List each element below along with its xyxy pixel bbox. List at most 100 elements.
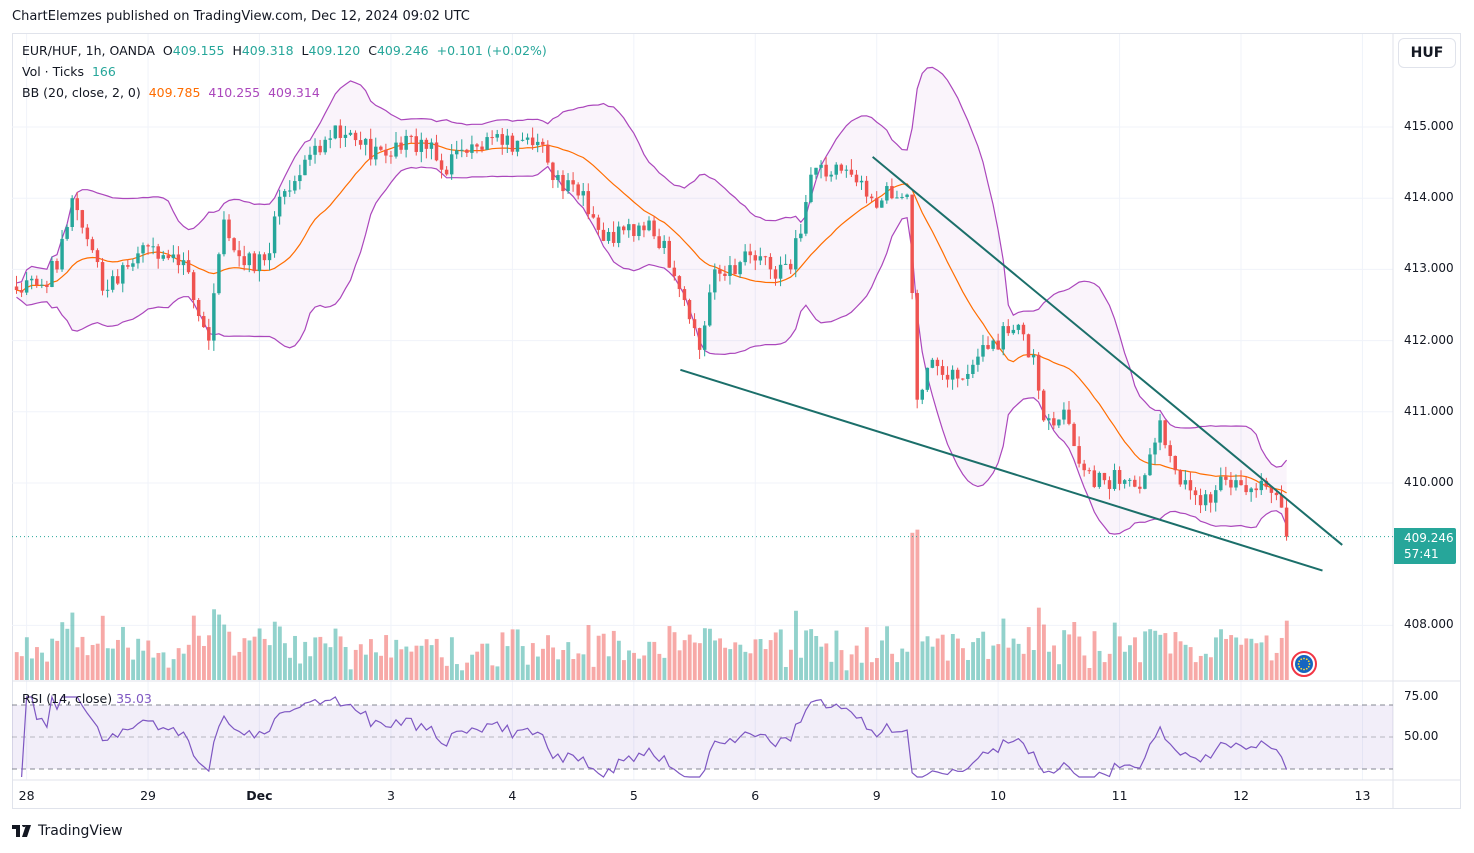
- volume-bar: [1057, 664, 1062, 680]
- tradingview-logo-text: TradingView: [38, 823, 123, 839]
- volume-bar: [232, 655, 237, 680]
- candle-body: [1239, 480, 1243, 486]
- volume-bar: [141, 650, 146, 680]
- candle-body: [495, 134, 499, 138]
- candle-body: [1041, 390, 1046, 421]
- candle-body: [642, 225, 646, 231]
- candle-body: [961, 378, 965, 380]
- candle-body: [1214, 490, 1218, 503]
- candle-body: [141, 245, 145, 254]
- volume-bar: [389, 657, 394, 680]
- volume-bar: [925, 636, 930, 680]
- volume-bar: [384, 635, 389, 680]
- volume-bar: [1122, 651, 1127, 680]
- high-label: H: [232, 43, 242, 58]
- eu-star: [1303, 668, 1305, 671]
- candle-body: [272, 216, 277, 254]
- candle-body: [743, 251, 747, 263]
- candle-body: [1203, 494, 1208, 506]
- volume-bar: [520, 646, 525, 680]
- candle-body: [930, 359, 935, 368]
- candle-body: [1198, 495, 1203, 506]
- volume-bar: [70, 612, 75, 680]
- candle-body: [551, 162, 555, 181]
- volume-bar: [85, 655, 90, 680]
- candle-body: [535, 141, 540, 146]
- candle-body: [915, 293, 919, 400]
- candle-body: [1052, 418, 1056, 426]
- candle-body: [288, 190, 292, 192]
- volume-bar: [1117, 636, 1122, 680]
- low-value: 409.120: [308, 43, 361, 58]
- last-price-tag: 409.246 57:41: [1394, 528, 1456, 564]
- volume-bar: [627, 650, 631, 680]
- candle-body: [1077, 446, 1081, 464]
- candle-body: [1036, 354, 1041, 391]
- volume-bar: [945, 660, 950, 680]
- tradingview-logo[interactable]: TradingView: [12, 823, 123, 839]
- bar-countdown: 57:41: [1404, 547, 1439, 561]
- volume-bar: [460, 670, 464, 680]
- volume-bar: [1112, 622, 1117, 680]
- volume-bar: [323, 643, 328, 680]
- candle-body: [804, 202, 808, 234]
- candle-body: [1219, 476, 1223, 491]
- candle-body: [298, 175, 302, 182]
- candle-body: [662, 240, 666, 249]
- volume-bar: [890, 653, 895, 680]
- volume-bar: [116, 639, 120, 680]
- volume-bar: [1011, 638, 1016, 680]
- rsi-label[interactable]: RSI (14, close): [22, 691, 113, 706]
- candle-body: [343, 134, 348, 138]
- candle-body: [475, 144, 479, 147]
- candle-body: [1284, 507, 1289, 537]
- volume-bar: [313, 637, 318, 680]
- volume-bar: [515, 629, 520, 680]
- volume-label[interactable]: Vol · Ticks: [22, 64, 84, 79]
- volume-bar: [277, 626, 282, 680]
- volume-bar: [1062, 630, 1067, 680]
- bb-upper-line: [16, 66, 1288, 468]
- volume-bar: [1183, 644, 1188, 680]
- candle-body: [819, 164, 823, 168]
- volume-bar: [1072, 622, 1077, 680]
- candle-body: [24, 280, 29, 293]
- candle-body: [859, 180, 864, 183]
- currency-button[interactable]: HUF: [1398, 38, 1456, 68]
- candle-body: [45, 284, 49, 287]
- last-price: 409.246: [1404, 531, 1454, 545]
- volume-bar: [601, 633, 606, 680]
- volume-bar: [834, 630, 839, 680]
- candle-body: [875, 198, 879, 208]
- candle-body: [905, 194, 909, 197]
- price-axis-label: 411.000: [1404, 403, 1454, 418]
- candle-body: [277, 196, 282, 217]
- eu-star: [1298, 660, 1301, 663]
- candle-body: [940, 366, 945, 375]
- candle-body: [80, 210, 85, 228]
- volume-bar: [95, 643, 100, 680]
- volume-bar: [738, 644, 743, 680]
- candle-body: [338, 125, 343, 138]
- volume-bar: [556, 659, 561, 680]
- volume-bar: [723, 647, 728, 680]
- candle-body: [490, 137, 494, 139]
- volume-bar: [161, 652, 166, 680]
- candle-body: [778, 264, 783, 279]
- volume-bar: [733, 642, 738, 680]
- volume-bar: [596, 635, 601, 680]
- volume-bar: [480, 643, 485, 680]
- candle-body: [556, 174, 560, 181]
- bb-label[interactable]: BB (20, close, 2, 0): [22, 85, 141, 100]
- volume-bar: [1107, 653, 1112, 680]
- volume-bar: [1016, 643, 1021, 680]
- volume-bar: [854, 645, 859, 680]
- volume-bar: [667, 626, 672, 680]
- symbol-title[interactable]: EUR/HUF, 1h, OANDA: [22, 43, 155, 58]
- volume-bar: [166, 667, 171, 680]
- candle-body: [945, 374, 950, 380]
- time-axis-label: 12: [1233, 788, 1249, 803]
- candle-body: [374, 146, 378, 160]
- volume-bar: [1047, 651, 1051, 680]
